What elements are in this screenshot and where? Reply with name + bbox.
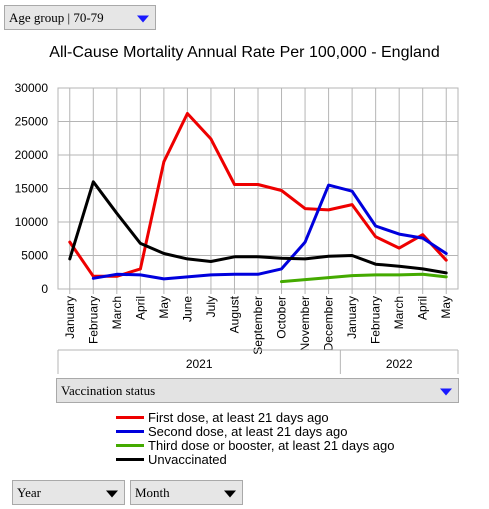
legend-item: Unvaccinated	[116, 451, 394, 467]
chevron-down-icon	[224, 490, 236, 498]
x-tick-label: December	[322, 296, 336, 351]
month-select[interactable]: Month	[130, 480, 243, 505]
legend: First dose, at least 21 days ago Second d…	[116, 409, 395, 467]
mortality-chart: 0 5000 10000 15000 20000 25000 30000 January Feb…	[15, 81, 459, 374]
x-tick-label: March	[110, 296, 124, 329]
chevron-down-icon	[137, 15, 149, 23]
x-tick-label: February	[369, 296, 383, 344]
legend-item: Third dose or booster, at least 21 days …	[116, 437, 395, 453]
year-select-label: Year	[17, 484, 41, 500]
x-tick-label: April	[133, 296, 147, 320]
y-tick-label: 15000	[15, 182, 49, 196]
y-tick-label: 25000	[15, 115, 49, 129]
vaccination-status-label: Vaccination status	[61, 382, 156, 398]
y-tick-label: 20000	[15, 148, 49, 162]
y-tick-label: 0	[41, 282, 48, 296]
x-tick-label: August	[227, 295, 241, 333]
series-line-3	[68, 180, 448, 275]
x-tick-label: May	[157, 296, 171, 319]
x-tick-label: September	[251, 296, 265, 355]
series-line-1	[91, 183, 448, 281]
series-line-2	[280, 272, 448, 284]
month-select-label: Month	[135, 484, 170, 500]
year-label: 2021	[186, 357, 213, 371]
legend-swatch	[116, 457, 144, 461]
age-group-select[interactable]: Age group | 70-79	[4, 5, 156, 30]
x-tick-label: October	[275, 296, 289, 339]
age-group-select-label: Age group | 70-79	[9, 9, 104, 25]
x-tick-label: January	[345, 296, 359, 339]
y-tick-label: 30000	[15, 81, 49, 95]
x-tick-label: May	[439, 296, 453, 319]
legend-swatch	[116, 429, 144, 433]
x-tick-label: April	[416, 296, 430, 320]
chart-title: All-Cause Mortality Annual Rate Per 100,…	[49, 44, 440, 61]
legend-swatch	[116, 415, 144, 419]
year-label: 2022	[386, 357, 413, 371]
legend-item: Second dose, at least 21 days ago	[116, 423, 394, 439]
legend-label: First dose, at least 21 days ago	[148, 409, 329, 425]
x-tick-label: January	[63, 296, 77, 339]
legend-label: Third dose or booster, at least 21 days …	[148, 437, 395, 453]
vaccination-status-select[interactable]: Vaccination status	[56, 378, 459, 403]
chevron-down-icon	[106, 490, 118, 498]
legend-label: Second dose, at least 21 days ago	[148, 423, 348, 439]
y-tick-label: 10000	[15, 215, 49, 229]
x-tick-label: February	[86, 296, 100, 344]
x-tick-label: November	[298, 296, 312, 351]
year-select[interactable]: Year	[12, 480, 125, 505]
chevron-down-icon	[440, 388, 452, 396]
x-tick-label: June	[180, 296, 194, 322]
legend-label: Unvaccinated	[148, 451, 227, 467]
x-tick-label: March	[392, 296, 406, 329]
y-tick-label: 5000	[21, 249, 48, 263]
legend-swatch	[116, 443, 144, 447]
x-tick-label: July	[204, 296, 218, 317]
legend-item: First dose, at least 21 days ago	[116, 409, 394, 425]
series-line-0	[68, 112, 448, 278]
